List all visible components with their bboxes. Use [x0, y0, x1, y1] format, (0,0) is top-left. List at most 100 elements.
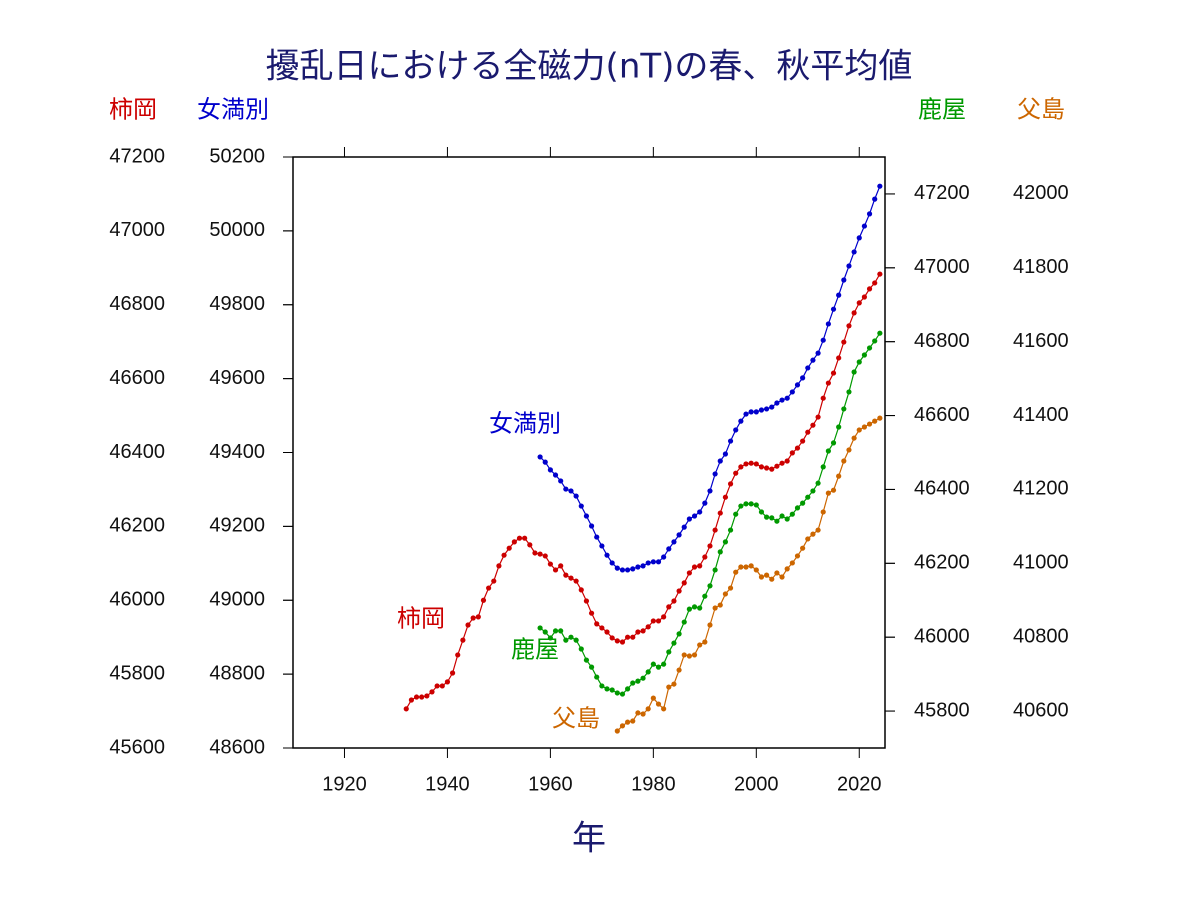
data-point — [578, 646, 584, 652]
data-point — [748, 501, 754, 507]
data-point — [866, 421, 873, 427]
data-point — [733, 511, 739, 517]
data-point — [769, 576, 775, 582]
data-point — [779, 460, 785, 466]
y-tick-label: 49800 — [209, 293, 265, 315]
data-point — [846, 447, 852, 453]
series-line — [405, 273, 881, 710]
series-label: 鹿屋 — [511, 636, 559, 664]
data-point — [789, 450, 795, 456]
data-point — [800, 438, 806, 444]
data-point — [599, 683, 605, 689]
x-tick-label: 2020 — [837, 773, 882, 795]
data-point — [743, 501, 749, 507]
data-point — [568, 634, 574, 640]
data-point — [568, 575, 574, 581]
data-point — [635, 629, 641, 635]
data-point — [573, 637, 579, 643]
data-point — [856, 359, 862, 365]
data-point — [594, 674, 600, 680]
y-tick-label: 47200 — [109, 145, 165, 167]
data-point — [702, 500, 708, 506]
data-point — [671, 598, 677, 604]
data-point — [671, 539, 677, 545]
y-tick-label: 42000 — [1013, 182, 1069, 204]
data-point — [491, 578, 497, 584]
data-point — [830, 440, 837, 446]
y-tick-label: 47200 — [914, 182, 970, 204]
data-point — [496, 563, 502, 569]
data-point — [583, 598, 590, 604]
data-point — [614, 565, 620, 571]
data-point — [794, 445, 801, 451]
data-point — [645, 560, 651, 566]
data-point — [635, 710, 641, 716]
data-point — [480, 597, 487, 603]
series-line — [539, 332, 881, 695]
data-point — [727, 585, 734, 591]
data-point — [470, 615, 476, 621]
data-point — [820, 337, 826, 343]
data-point — [413, 694, 420, 700]
data-point — [779, 513, 785, 519]
data-point — [661, 614, 667, 620]
data-point — [666, 684, 672, 690]
data-point — [635, 678, 641, 684]
data-point — [686, 606, 692, 612]
data-point — [805, 536, 811, 542]
chart-title: 擾乱日における全磁力(nT)の春、秋平均値 — [266, 47, 913, 87]
data-point — [769, 515, 775, 521]
data-point — [625, 567, 631, 573]
y-axis-title: 鹿屋 — [918, 96, 966, 124]
data-point — [449, 670, 456, 676]
data-point — [661, 706, 667, 712]
y-tick-label: 48800 — [209, 662, 265, 684]
data-point — [810, 357, 816, 363]
data-point — [717, 510, 723, 516]
data-point — [877, 183, 883, 189]
data-point — [846, 389, 852, 395]
data-point — [841, 277, 847, 283]
x-axis-title: 年 — [572, 819, 606, 859]
data-point — [578, 587, 584, 593]
data-point — [836, 424, 842, 430]
data-point — [697, 642, 703, 648]
data-point — [532, 550, 538, 556]
data-point — [542, 553, 548, 559]
data-point — [866, 211, 873, 217]
data-point — [805, 429, 811, 435]
y-tick-label: 41800 — [1013, 256, 1069, 278]
data-point — [588, 664, 595, 670]
data-point — [625, 686, 631, 692]
data-point — [630, 634, 636, 640]
data-point — [789, 389, 795, 395]
plot-frame — [292, 156, 886, 749]
data-point — [856, 235, 862, 241]
data-point — [753, 409, 759, 415]
x-tick-label: 1980 — [631, 773, 676, 795]
data-point — [444, 679, 451, 685]
y-tick-label: 45800 — [914, 699, 970, 721]
y-tick-label: 41600 — [1013, 330, 1069, 352]
data-point — [810, 488, 816, 494]
data-point — [455, 652, 461, 658]
data-point — [614, 728, 620, 734]
data-point — [676, 667, 682, 673]
data-point — [825, 448, 831, 454]
data-point — [794, 505, 801, 511]
data-point — [655, 701, 662, 707]
data-point — [758, 464, 765, 470]
data-point — [563, 572, 569, 578]
data-point — [604, 552, 610, 558]
data-point — [841, 458, 847, 464]
data-point — [568, 488, 574, 494]
data-point — [640, 628, 646, 634]
data-point — [460, 637, 466, 643]
data-point — [501, 552, 507, 558]
data-point — [743, 411, 749, 417]
data-point — [727, 438, 734, 444]
y-tick-label: 46200 — [914, 552, 970, 574]
data-point — [861, 424, 868, 430]
data-point — [820, 509, 826, 515]
data-point — [666, 604, 672, 610]
